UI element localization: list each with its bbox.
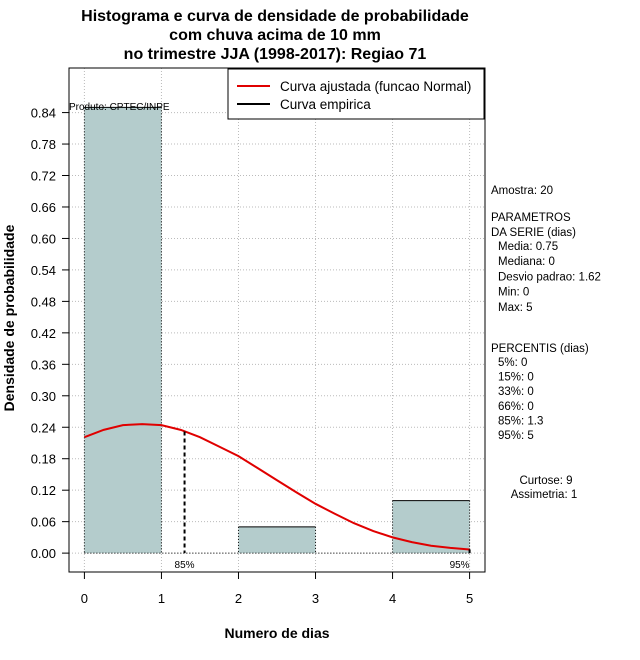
bar-1 [238,526,316,554]
percentile-label-0: 85% [175,560,195,571]
title-line-2: com chuva acima de 10 mm [169,27,381,44]
y-tick-label-8: 0.48 [31,294,56,309]
y-tick-label-3: 0.18 [31,452,56,467]
product-label: Produto: CPTEC/INPE [69,102,170,113]
x-axis-label: Numero de dias [224,625,329,641]
stat-percentis-header: PERCENTIS (dias) [491,343,589,355]
y-tick-label-10: 0.60 [31,231,56,246]
stat-percentil-1: 15%: 0 [498,372,534,384]
x-axis-ticks: 0 1 2 3 4 5 [81,572,473,606]
stat-params-header-1: PARAMETROS [491,212,571,224]
y-tick-label-5: 0.30 [31,389,56,404]
stat-percentil-5: 95%: 5 [498,430,534,442]
y-tick-label-2: 0.12 [31,483,56,498]
histogram-bars [83,106,471,554]
stat-percentil-2: 33%: 0 [498,386,534,398]
y-tick-label-0: 0.00 [31,546,56,561]
legend: Curva ajustada (funcao Normal) Curva emp… [227,68,485,120]
stat-param-0: Media: 0.75 [498,241,558,253]
percentile-label-1: 95% [450,560,470,571]
x-tick-label-4: 4 [389,591,396,606]
x-tick-label-5: 5 [466,591,473,606]
y-tick-label-9: 0.54 [31,263,56,278]
bar-2 [392,500,470,554]
y-tick-label-13: 0.78 [31,137,56,152]
percentile-markers: 85% 95% [175,431,471,571]
plot-frame [68,67,486,573]
y-axis-ticks: 0.00 0.06 0.12 0.18 0.24 0.30 0.36 0.42 0.48 0.54… [31,106,69,561]
legend-entry-empirical: Curva empirica [280,97,371,112]
x-tick-label-2: 2 [235,591,242,606]
title-line-3: no trimestre JJA (1998-2017): Regiao 71 [124,46,427,63]
legend-box [227,68,485,120]
stat-param-2: Desvio padrao: 1.62 [498,271,601,283]
fitted-normal-curve [84,423,470,551]
y-tick-label-4: 0.24 [31,420,56,435]
x-tick-label-0: 0 [81,591,88,606]
x-tick-label-3: 3 [312,591,319,606]
stats-panel: Amostra: 20 PARAMETROS DA SERIE (dias) Med… [491,185,601,501]
stat-sample: Amostra: 20 [491,185,553,197]
bar-0 [84,107,162,554]
y-tick-label-12: 0.72 [31,169,56,184]
y-tick-label-11: 0.66 [31,200,56,215]
y-tick-label-14: 0.84 [31,106,56,121]
stat-percentil-0: 5%: 0 [498,357,527,369]
chart-title: Histograma e curva de densidade de proba… [81,8,469,63]
stat-kurtosis: Curtose: 9 [519,475,572,487]
stat-percentil-4: 85%: 1.3 [498,415,543,427]
stat-percentil-3: 66%: 0 [498,401,534,413]
stat-param-3: Min: 0 [498,287,529,299]
legend-entry-fitted: Curva ajustada (funcao Normal) [280,79,471,94]
title-line-1: Histograma e curva de densidade de proba… [81,8,469,25]
y-tick-label-7: 0.42 [31,326,56,341]
stat-param-1: Mediana: 0 [498,256,555,268]
y-tick-label-1: 0.06 [31,515,56,530]
y-tick-label-6: 0.36 [31,357,56,372]
x-tick-label-1: 1 [158,591,165,606]
stat-param-4: Max: 5 [498,302,533,314]
y-axis-label: Densidade de probabilidade [1,224,17,411]
stat-params-header-2: DA SERIE (dias) [491,227,576,239]
stat-skewness: Assimetria: 1 [511,489,577,501]
